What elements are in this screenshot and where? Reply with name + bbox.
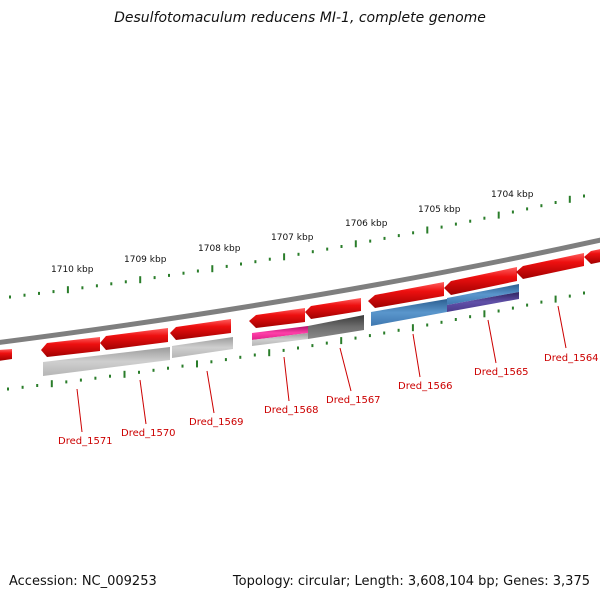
gene-arrow[interactable] — [249, 308, 305, 328]
feature-bar[interactable] — [252, 326, 308, 340]
scale-label-1704: 1704 kbp — [491, 190, 534, 200]
genome-backbone — [0, 237, 600, 345]
accession-text: Accession: NC_009253 — [9, 574, 157, 589]
gene-label-dred-1571[interactable]: Dred_1571 — [58, 436, 113, 447]
gene-arrow[interactable] — [368, 282, 444, 308]
scale-label-1708: 1708 kbp — [198, 244, 241, 254]
scale-label-1707: 1707 kbp — [271, 233, 314, 243]
leader-line — [206, 370, 215, 414]
feature-bar[interactable] — [447, 292, 519, 312]
gene-arrow[interactable] — [584, 248, 600, 264]
map-title: Desulfotomaculum reducens MI-1, complete… — [114, 10, 486, 26]
gene-label-dred-1564[interactable]: Dred_1564 — [544, 353, 599, 364]
leader-line — [283, 356, 290, 402]
gene-track — [0, 248, 600, 361]
label-leaders — [76, 305, 567, 433]
feature-bar[interactable] — [308, 315, 364, 339]
feature-bar[interactable] — [371, 299, 447, 326]
leader-line — [487, 319, 497, 364]
feature-bar[interactable] — [447, 284, 519, 305]
feature-bar[interactable] — [43, 347, 170, 376]
gene-arrow[interactable] — [41, 337, 100, 357]
gene-arrow[interactable] — [305, 298, 361, 319]
scale-label-1710: 1710 kbp — [51, 265, 94, 275]
scale-label-1706: 1706 kbp — [345, 219, 388, 229]
genome-summary-text: Topology: circular; Length: 3,608,104 bp… — [232, 574, 590, 589]
leader-line — [139, 379, 147, 425]
gene-arrow[interactable] — [516, 253, 584, 279]
feature-bar[interactable] — [252, 333, 308, 346]
gene-label-dred-1569[interactable]: Dred_1569 — [189, 417, 244, 428]
gene-arrow[interactable] — [170, 319, 231, 340]
scale-ruler-outer — [9, 194, 585, 299]
gene-label-dred-1567[interactable]: Dred_1567 — [326, 395, 381, 406]
leader-line — [412, 333, 421, 378]
gene-arrow[interactable] — [100, 328, 168, 350]
gene-arrow[interactable] — [0, 349, 12, 361]
feature-track — [43, 284, 519, 376]
gene-label-dred-1570[interactable]: Dred_1570 — [121, 428, 176, 439]
scale-label-1709: 1709 kbp — [124, 255, 167, 265]
scale-label-1705: 1705 kbp — [418, 205, 461, 215]
leader-line — [76, 388, 83, 433]
leader-line — [557, 305, 567, 349]
gene-label-dred-1566[interactable]: Dred_1566 — [398, 381, 453, 392]
feature-bar[interactable] — [172, 337, 233, 358]
scale-ruler-inner — [7, 291, 585, 391]
gene-arrow[interactable] — [444, 267, 517, 295]
leader-line — [339, 347, 352, 392]
gene-label-dred-1568[interactable]: Dred_1568 — [264, 405, 319, 416]
gene-label-dred-1565[interactable]: Dred_1565 — [474, 367, 529, 378]
